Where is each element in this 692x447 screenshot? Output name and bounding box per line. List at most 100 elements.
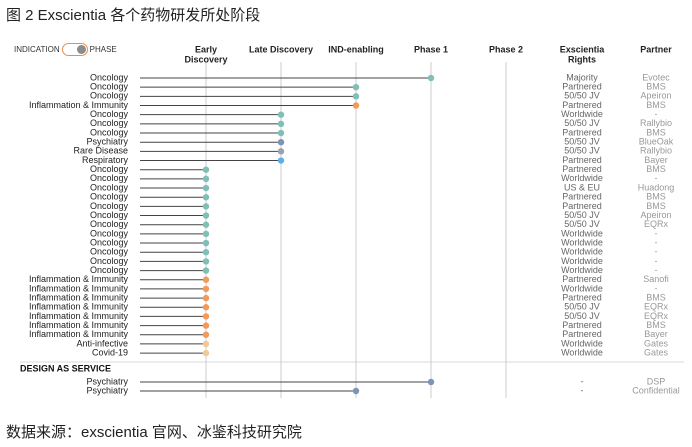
- indication-label: Inflammation & Immunity: [29, 292, 129, 302]
- indication-label: Inflammation & Immunity: [29, 274, 129, 284]
- partner-value: Confidential: [632, 385, 680, 395]
- partner-value: BlueOak: [639, 137, 674, 147]
- partner-value: Apeiron: [640, 210, 671, 220]
- indication-label: Oncology: [90, 173, 129, 183]
- rights-value: Worldwide: [561, 283, 603, 293]
- rights-value: 50/50 JV: [564, 311, 600, 321]
- rights-value: Worldwide: [561, 228, 603, 238]
- lollipop-dot: [202, 249, 210, 256]
- source-footer: 数据来源：exscientia 官网、冰鉴科技研究院: [6, 424, 302, 441]
- rights-value: Partnered: [562, 201, 602, 211]
- phase-header: Late Discovery: [249, 44, 313, 54]
- lollipop-dot: [202, 230, 210, 238]
- indication-label: Covid-19: [92, 347, 128, 357]
- lollipop-dot: [202, 349, 210, 357]
- lollipop-dot: [277, 129, 285, 137]
- rights-value: -: [581, 385, 584, 395]
- indication-label: Oncology: [90, 118, 129, 128]
- rights-value: 50/50 JV: [564, 146, 600, 156]
- lollipop-dot: [277, 138, 285, 146]
- lollipop-dot: [202, 166, 210, 173]
- rights-value: -: [581, 376, 584, 386]
- indication-label: Respiratory: [82, 155, 129, 165]
- lollipop-dot: [202, 322, 210, 329]
- rights-value: US & EU: [564, 182, 600, 192]
- rights-value: Worldwide: [561, 173, 603, 183]
- partner-value: EQRx: [644, 302, 669, 312]
- lollipop-dot: [202, 313, 210, 320]
- partner-value: -: [655, 173, 658, 183]
- indication-label: Oncology: [90, 127, 129, 137]
- partner-value: Huadong: [638, 182, 675, 192]
- lollipop-dot: [202, 276, 210, 283]
- lollipop-dot: [202, 239, 210, 247]
- lollipop-dot: [352, 83, 360, 91]
- lollipop-dot: [352, 93, 360, 100]
- section-label: DESIGN AS SERVICE: [20, 363, 111, 373]
- indication-label: Oncology: [90, 91, 129, 101]
- lollipop-dot: [277, 157, 285, 164]
- indication-label: Oncology: [90, 192, 129, 202]
- indication-label: Inflammation & Immunity: [29, 311, 129, 321]
- rights-value: 50/50 JV: [564, 219, 600, 229]
- rights-value: Worldwide: [561, 256, 603, 266]
- indication-label: Oncology: [90, 201, 129, 211]
- partner-value: Rallybio: [640, 146, 672, 156]
- lollipop-dot: [277, 148, 285, 155]
- partner-value: -: [655, 228, 658, 238]
- partner-value: Apeiron: [640, 91, 671, 101]
- indication-label: Oncology: [90, 228, 129, 238]
- rights-value: Partnered: [562, 82, 602, 92]
- indication-label: Inflammation & Immunity: [29, 329, 129, 339]
- partner-value: BMS: [646, 82, 666, 92]
- partner-header: Partner: [640, 44, 672, 54]
- lollipop-dot: [202, 194, 210, 201]
- lollipop-dot: [202, 203, 210, 210]
- partner-value: Sanofi: [643, 274, 669, 284]
- rights-value: Partnered: [562, 292, 602, 302]
- lollipop-dot: [202, 267, 210, 274]
- phase-header: Phase 1: [414, 44, 448, 54]
- indication-label: Anti-infective: [76, 338, 128, 348]
- rights-value: Partnered: [562, 329, 602, 339]
- rights-value: Partnered: [562, 100, 602, 110]
- rights-value: Partnered: [562, 127, 602, 137]
- rights-value: 50/50 JV: [564, 118, 600, 128]
- lollipop-dot: [202, 294, 210, 302]
- phase-header: IND-enabling: [328, 44, 384, 54]
- lollipop-dot: [202, 212, 210, 219]
- partner-value: Evotec: [642, 72, 670, 82]
- indication-label: Oncology: [90, 72, 129, 82]
- lollipop-dot: [352, 102, 360, 109]
- rights-value: Partnered: [562, 274, 602, 284]
- partner-value: BMS: [646, 164, 666, 174]
- indication-label: Oncology: [90, 82, 129, 92]
- partner-value: BMS: [646, 192, 666, 202]
- indication-label: Psychiatry: [86, 376, 128, 386]
- lollipop-dot: [202, 340, 210, 348]
- partner-value: -: [655, 256, 658, 266]
- indication-label: Oncology: [90, 164, 129, 174]
- indication-phase-toggle[interactable]: INDICATION PHASE: [14, 42, 117, 56]
- partner-value: -: [655, 283, 658, 293]
- partner-value: Rallybio: [640, 118, 672, 128]
- lollipop-dot: [202, 258, 210, 265]
- rights-value: Partnered: [562, 192, 602, 202]
- indication-label: Inflammation & Immunity: [29, 302, 129, 312]
- indication-label: Rare Disease: [73, 146, 128, 156]
- lollipop-dot: [202, 304, 210, 311]
- lollipop-dot: [277, 111, 285, 118]
- rights-value: 50/50 JV: [564, 302, 600, 312]
- rights-value: Worldwide: [561, 338, 603, 348]
- rights-value: Worldwide: [561, 237, 603, 247]
- partner-value: BMS: [646, 100, 666, 110]
- lollipop-dot: [202, 285, 210, 293]
- indication-label: Oncology: [90, 109, 129, 119]
- partner-value: BMS: [646, 292, 666, 302]
- toggle-switch[interactable]: [61, 42, 88, 56]
- partner-value: -: [655, 109, 658, 119]
- rights-value: 50/50 JV: [564, 210, 600, 220]
- partner-value: -: [655, 265, 658, 275]
- indication-label: Oncology: [90, 210, 129, 220]
- partner-value: Bayer: [644, 155, 668, 165]
